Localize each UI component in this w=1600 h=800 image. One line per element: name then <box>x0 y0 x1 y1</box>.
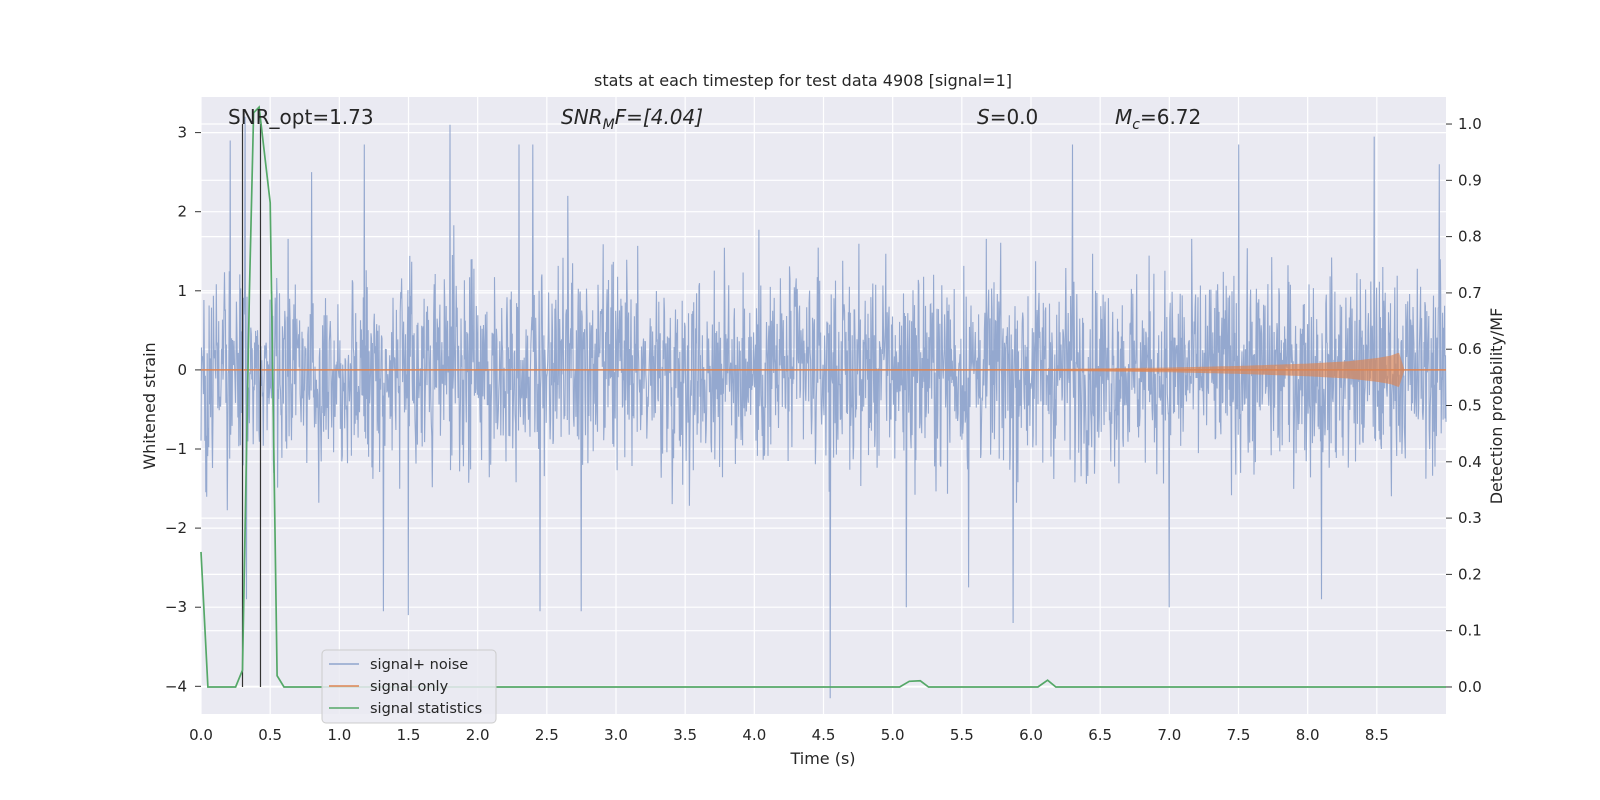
annotation-s-value: =0.0 <box>990 105 1039 129</box>
y-tick-label-0: 3 <box>177 124 187 142</box>
x-axis-ticks: 0.0 0.5 1.0 1.5 2.0 2.5 3.0 3.5 4.0 4.5 5.0 5.5 6.0 6… <box>189 726 1389 744</box>
signal-statistics-line <box>200 105 1446 688</box>
x-tick-label-16: 8.0 <box>1296 726 1320 744</box>
x-tick-label-10: 5.0 <box>881 726 905 744</box>
y2-axis-ticks: 1.0 0.9 0.8 0.7 0.6 0.5 0.4 0.3 0.2 0.1 0.0 <box>1446 115 1482 696</box>
y2-tick-label-0: 1.0 <box>1458 115 1482 133</box>
legend: signal+ noise signal only signal statist… <box>321 649 497 724</box>
x-tick-label-6: 3.0 <box>604 726 628 744</box>
y-tick-label-2: 1 <box>177 282 187 300</box>
x-tick-label-3: 1.5 <box>397 726 421 744</box>
x-tick-label-17: 8.5 <box>1365 726 1389 744</box>
annotation-mc-value: =6.72 <box>1140 105 1201 129</box>
annotation-mc-sub: c <box>1132 117 1140 133</box>
y-tick-label-7: −4 <box>165 677 187 695</box>
series-signal-noise <box>200 116 1447 699</box>
x-tick-label-1: 0.5 <box>258 726 282 744</box>
x-tick-label-9: 4.5 <box>812 726 836 744</box>
annotation-snr-mf-sub: M <box>603 117 615 133</box>
chart-title: stats at each timestep for test data 490… <box>594 71 1012 90</box>
x-tick-label-4: 2.0 <box>466 726 490 744</box>
y2-tick-label-5: 0.5 <box>1458 397 1482 415</box>
y-tick-label-6: −3 <box>165 598 187 616</box>
y-axis-ticks: 3 2 1 0 −1 −2 −3 −4 <box>165 124 201 695</box>
x-tick-label-14: 7.0 <box>1157 726 1181 744</box>
y2-tick-label-8: 0.2 <box>1458 565 1482 583</box>
y2-axis-label: Detection probability/MF <box>1487 308 1506 505</box>
x-tick-label-11: 5.5 <box>950 726 974 744</box>
annotation-snr-mf-suffix: F=[4.04] <box>615 105 703 129</box>
y2-tick-label-9: 0.1 <box>1458 622 1482 640</box>
x-tick-label-13: 6.5 <box>1088 726 1112 744</box>
annotation-s-var: S <box>977 105 990 129</box>
legend-label-signal-only: signal only <box>370 679 449 695</box>
x-tick-label-2: 1.0 <box>327 726 351 744</box>
annotation-snr-mf-prefix: SNR <box>561 105 603 129</box>
annotation-snr-opt: SNR_opt=1.73 <box>228 105 374 129</box>
signal-noise-line <box>200 116 1447 699</box>
y2-tick-label-2: 0.8 <box>1458 228 1482 246</box>
series-signal-statistics <box>200 105 1446 688</box>
y-tick-label-1: 2 <box>177 203 187 221</box>
y2-tick-label-6: 0.4 <box>1458 453 1482 471</box>
x-tick-label-5: 2.5 <box>535 726 559 744</box>
annotation-mc-var: M <box>1115 105 1132 129</box>
annotation-mc: Mc=6.72 <box>1115 105 1201 133</box>
x-tick-label-12: 6.0 <box>1019 726 1043 744</box>
y2-tick-label-3: 0.7 <box>1458 284 1482 302</box>
series-signal-only <box>201 352 1446 387</box>
y2-tick-label-1: 0.9 <box>1458 171 1482 189</box>
legend-label-signal-statistics: signal statistics <box>370 701 482 717</box>
y-tick-label-3: 0 <box>177 361 187 379</box>
x-tick-label-15: 7.5 <box>1227 726 1251 744</box>
y2-tick-label-4: 0.6 <box>1458 340 1482 358</box>
y2-tick-label-10: 0.0 <box>1458 678 1482 696</box>
x-tick-label-0: 0.0 <box>189 726 213 744</box>
annotation-snr-mf: SNRMF=[4.04] <box>561 105 703 133</box>
y-axis-label: Whitened strain <box>140 342 159 469</box>
x-tick-label-8: 4.0 <box>742 726 766 744</box>
x-tick-label-7: 3.5 <box>673 726 697 744</box>
x-axis-label: Time (s) <box>789 749 855 768</box>
vertical-markers <box>241 124 262 687</box>
annotation-s: S=0.0 <box>977 105 1038 129</box>
y-tick-label-5: −2 <box>165 519 187 537</box>
y-tick-label-4: −1 <box>165 440 187 458</box>
legend-label-signal-noise: signal+ noise <box>370 657 468 673</box>
y2-tick-label-7: 0.3 <box>1458 509 1482 527</box>
